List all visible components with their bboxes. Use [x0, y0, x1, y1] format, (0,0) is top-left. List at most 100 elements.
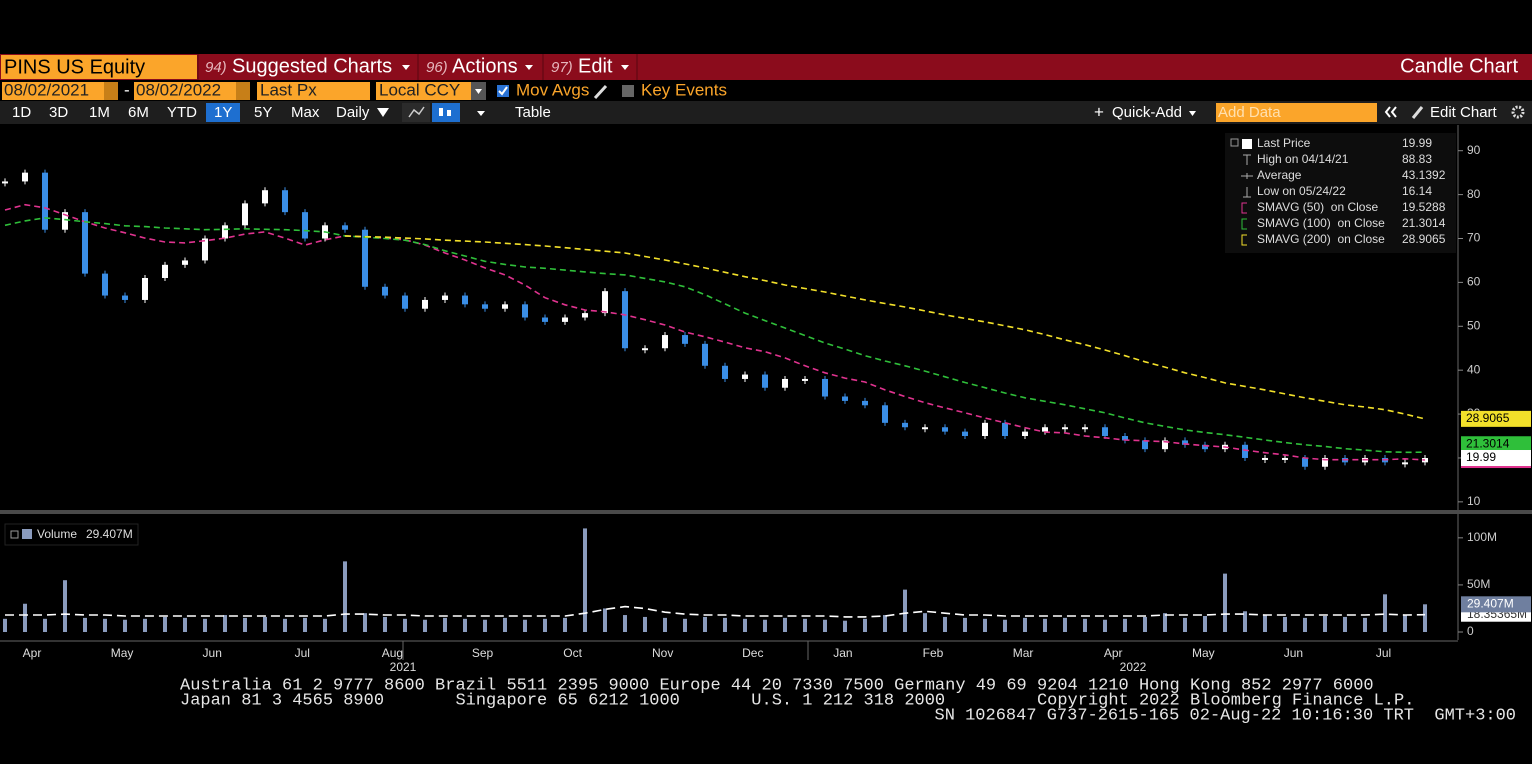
edit-chart[interactable]: Edit Chart [1430, 104, 1498, 121]
volume-bar [663, 617, 667, 632]
menu[interactable]: 97) Edit [551, 55, 629, 77]
x-tick-label: Jun [203, 646, 222, 660]
end-date: 08/02/2022 [136, 80, 221, 99]
range-button[interactable]: 1Y [214, 104, 232, 121]
checkmark [498, 86, 508, 96]
volume-bar [263, 616, 267, 632]
dropdown-arrow [1189, 111, 1196, 116]
legend-label: SMAVG (200) on Close [1257, 232, 1385, 246]
candle-icon-button[interactable] [432, 103, 460, 122]
volume-bar [383, 616, 387, 632]
volume-bar [1403, 615, 1407, 632]
candle [1322, 457, 1328, 467]
range-button[interactable]: 5Y [254, 104, 272, 121]
legend-label: Average [1257, 168, 1302, 182]
calendar-icon[interactable] [104, 82, 118, 100]
candle [522, 304, 528, 318]
volume-bar [423, 619, 427, 632]
date-input[interactable] [134, 82, 236, 100]
date-separator: - [124, 80, 130, 99]
candle [702, 343, 708, 366]
x-tick-label: Dec [742, 646, 763, 660]
checkbox[interactable] [622, 85, 634, 97]
volume-bar [923, 613, 927, 632]
volume-bar [943, 616, 947, 632]
footer-line: Australia 61 2 9777 8600 Brazil 5511 239… [180, 676, 1374, 695]
table-button[interactable]: Table [515, 104, 551, 121]
range-button[interactable]: 1M [89, 104, 110, 121]
candle [1242, 444, 1248, 458]
legend-swatch [1241, 218, 1247, 230]
volume-bar [1363, 617, 1367, 632]
legend-swatch [1242, 139, 1252, 149]
expand-icon[interactable] [10, 530, 19, 539]
volume-label: 29.407M [1467, 596, 1514, 610]
menu[interactable]: 96) Actions [426, 55, 533, 77]
candle [742, 374, 748, 379]
year-label: 2021 [390, 660, 417, 674]
volume-bar [143, 618, 147, 632]
y-tick-label: 70 [1467, 231, 1481, 245]
candle [362, 229, 368, 287]
line-icon [408, 106, 425, 118]
volume-bar [83, 617, 87, 632]
panel-divider[interactable] [0, 510, 1532, 514]
legend-box [4, 523, 139, 546]
pencil-icon[interactable] [593, 84, 608, 100]
range-button[interactable]: 1D [12, 104, 31, 121]
volume-bar [463, 618, 467, 632]
last-price-label: 19.99 [1466, 450, 1496, 464]
collapse-icon[interactable] [1384, 106, 1391, 118]
menu[interactable]: 94) Suggested Charts [205, 55, 410, 77]
volume-bar [1143, 616, 1147, 632]
volume-bar [1383, 594, 1387, 632]
candle [122, 295, 128, 300]
dropdown-arrow [525, 65, 533, 70]
date-input[interactable] [2, 82, 104, 100]
calendar-icon[interactable] [236, 82, 250, 100]
legend-swatch [1241, 234, 1247, 246]
candle [622, 291, 628, 349]
range-selected[interactable] [206, 103, 240, 122]
dropdown-arrow[interactable] [477, 111, 485, 116]
candle [1122, 436, 1128, 441]
volume-bar [1103, 619, 1107, 632]
candle [862, 400, 868, 406]
legend-swatch [22, 529, 32, 539]
legend-icon [1243, 154, 1251, 165]
moving-average [344, 235, 1426, 420]
mov-avgs: Mov Avgs [516, 80, 589, 99]
add-data: Add Data [1218, 104, 1281, 121]
volume-bar [983, 618, 987, 632]
y-tick-label: 10 [1467, 494, 1481, 508]
volume-bar [1223, 573, 1227, 632]
chart-kind: Candle Chart [1400, 55, 1518, 77]
start-date: 08/02/2021 [4, 80, 89, 99]
range-button[interactable]: Max [291, 104, 320, 121]
legend-value: 16.14 [1402, 184, 1432, 198]
range-button[interactable]: 3D [49, 104, 68, 121]
volume-bar [1043, 618, 1047, 632]
candle [1022, 431, 1028, 437]
candle [562, 317, 568, 322]
candle [442, 295, 448, 300]
y-tick-label: 60 [1467, 275, 1481, 289]
x-tick-label: Aug [382, 646, 403, 660]
collapse-icon[interactable] [1230, 138, 1239, 147]
add-data-input[interactable] [1216, 103, 1377, 122]
volume-bar [643, 616, 647, 632]
frequency[interactable]: Daily [336, 104, 370, 121]
currency-input[interactable] [376, 82, 471, 100]
quick-add[interactable]: Quick-Add [1112, 104, 1182, 121]
ticker-box[interactable] [1, 55, 197, 79]
y-tick-label: 0 [1467, 624, 1474, 638]
field-input[interactable] [257, 82, 370, 100]
volume-bar [23, 603, 27, 632]
range-button[interactable]: YTD [167, 104, 197, 121]
menu-label: Edit [578, 55, 613, 77]
range-button[interactable]: 6M [128, 104, 149, 121]
candle [262, 190, 268, 204]
sma200-label-box [1461, 410, 1531, 427]
gear-icon[interactable] [1511, 105, 1525, 119]
